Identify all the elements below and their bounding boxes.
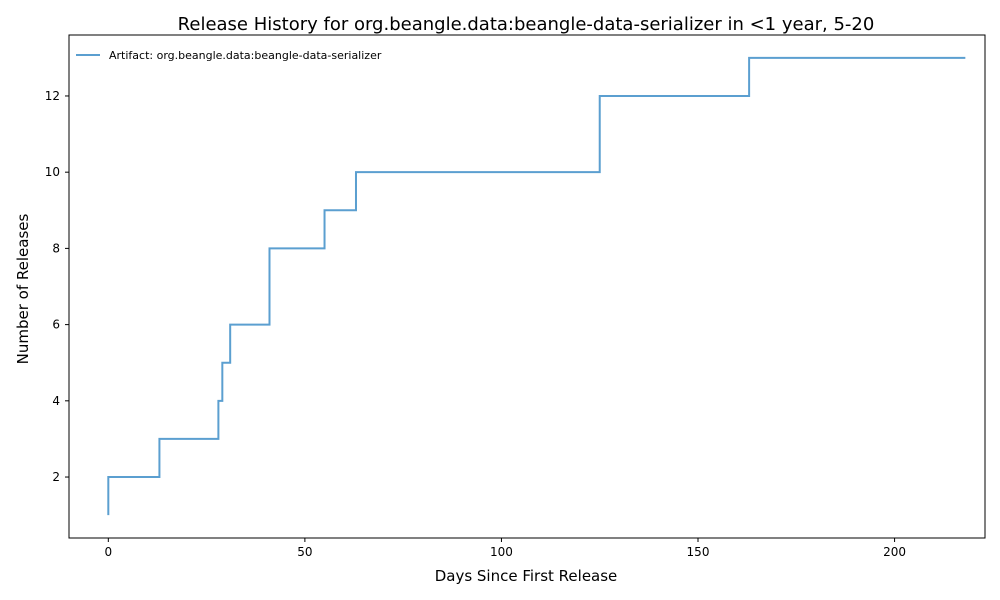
series-step-line (107, 56, 966, 516)
y-tick-label: 8 (52, 241, 60, 255)
legend-label: Artifact: org.beangle.data:beangle-data-… (109, 49, 382, 62)
x-tick-label: 0 (104, 545, 112, 559)
x-tick-label: 100 (490, 545, 513, 559)
legend: Artifact: org.beangle.data:beangle-data-… (76, 49, 382, 62)
y-tick-label: 2 (52, 470, 60, 484)
x-tick-label: 200 (883, 545, 906, 559)
x-tick-label: 150 (687, 545, 710, 559)
x-tick-label: 50 (297, 545, 312, 559)
x-axis-label: Days Since First Release (435, 567, 618, 585)
chart-title: Release History for org.beangle.data:bea… (178, 14, 875, 35)
y-tick-label: 4 (52, 394, 60, 408)
y-tick-label: 12 (45, 89, 60, 103)
y-tick-label: 6 (52, 318, 60, 332)
axis-ticks: 0 50 100 150 200 2 4 6 8 10 12 (45, 89, 906, 559)
plot-area-frame (68, 34, 986, 539)
series-layer (107, 56, 966, 516)
y-axis-label: Number of Releases (14, 213, 32, 364)
y-tick-label: 10 (45, 165, 60, 179)
